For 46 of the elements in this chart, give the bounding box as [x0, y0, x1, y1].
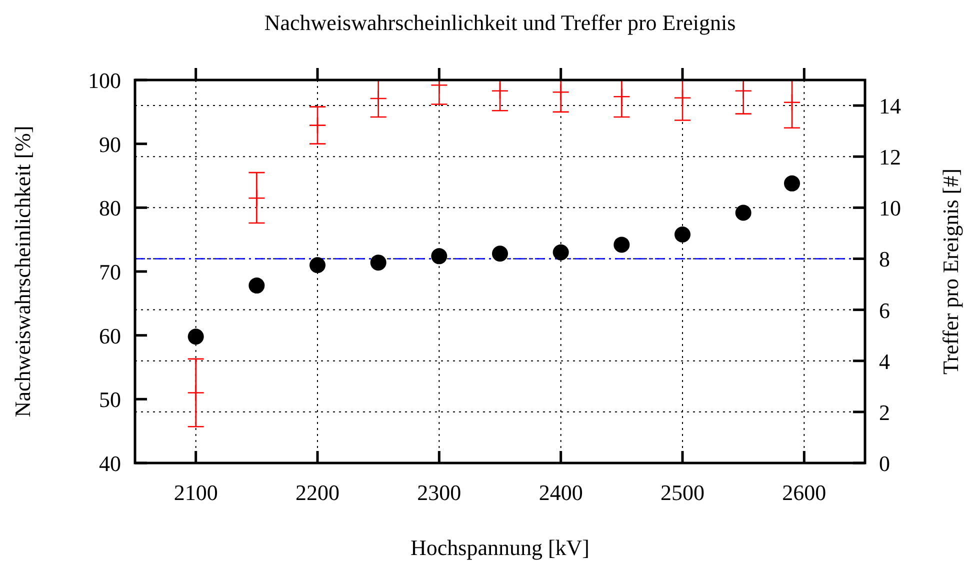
y-tick-label: 70 [99, 260, 121, 284]
point [188, 328, 204, 345]
y-tick-label: 100 [88, 68, 121, 93]
y2-tick-label: 2 [879, 400, 890, 425]
point [248, 189, 266, 207]
point [783, 94, 801, 111]
point [784, 175, 800, 192]
y2-tick-label: 14 [879, 94, 901, 119]
point [310, 257, 326, 274]
y2-tick-label: 0 [879, 451, 890, 476]
point [614, 236, 630, 253]
y2-axis-title: Treffer pro Ereignis [#] [938, 168, 963, 374]
point [734, 82, 752, 100]
y-tick-label: 60 [99, 323, 121, 348]
y2-tick-label: 6 [879, 298, 890, 323]
point [187, 384, 204, 402]
point [370, 254, 386, 271]
y2-tick-label: 10 [879, 196, 901, 221]
point [308, 116, 326, 134]
point [370, 90, 387, 108]
y2-tick-label: 12 [879, 144, 901, 170]
point [552, 83, 570, 101]
x-tick-label: 2200 [296, 480, 340, 505]
x-tick-label: 2400 [538, 480, 583, 505]
x-tick-label: 2100 [174, 480, 218, 505]
y2-tick-label: 4 [879, 348, 890, 374]
point [552, 244, 569, 260]
point [613, 88, 630, 106]
point [492, 246, 508, 262]
chart-title: Nachweiswahrscheinlichkeit und Treffer pro Ereignis [264, 10, 736, 35]
y-tick-label: 90 [99, 132, 121, 157]
point [674, 89, 692, 107]
x-tick-label: 2300 [417, 480, 462, 505]
y2-tick-label: 8 [879, 246, 890, 272]
y-tick-label: 80 [99, 196, 121, 221]
x-axis-title: Hochspannung [kV] [410, 535, 590, 560]
x-tick-label: 2500 [660, 480, 704, 505]
point [735, 204, 752, 221]
y-tick-label: 40 [99, 451, 121, 476]
point [674, 226, 690, 242]
y-tick-label: 50 [99, 387, 121, 412]
point [431, 248, 448, 264]
y-axis-title: Nachweiswahrscheinlichkeit [%] [10, 126, 35, 418]
point [491, 82, 509, 100]
point [248, 278, 265, 294]
x-tick-label: 2600 [782, 480, 826, 505]
